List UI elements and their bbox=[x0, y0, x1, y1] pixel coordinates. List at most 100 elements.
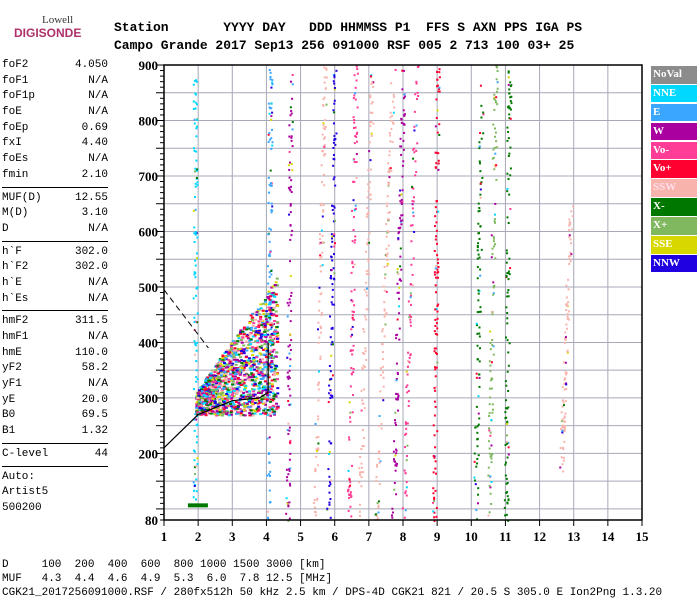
echo-point bbox=[488, 360, 491, 363]
param-label: foEp bbox=[2, 121, 29, 134]
echo-point bbox=[262, 322, 266, 325]
echo-point bbox=[356, 68, 359, 71]
echo-point bbox=[229, 347, 233, 350]
echo-point bbox=[211, 397, 215, 400]
echo-point bbox=[233, 341, 237, 344]
echo-point bbox=[269, 388, 273, 391]
echo-point bbox=[195, 233, 198, 236]
echo-point bbox=[332, 178, 335, 181]
echo-point bbox=[241, 348, 245, 351]
echo-point bbox=[288, 441, 291, 444]
echo-point bbox=[257, 324, 261, 327]
echo-point bbox=[268, 394, 271, 397]
echo-point bbox=[436, 210, 439, 213]
echo-point bbox=[387, 184, 390, 187]
echo-point bbox=[568, 263, 571, 266]
echo-point bbox=[225, 386, 229, 389]
echo-point bbox=[356, 131, 359, 134]
echo-point bbox=[392, 111, 395, 114]
echo-point bbox=[507, 289, 510, 292]
echo-point bbox=[562, 404, 565, 407]
echo-point bbox=[216, 364, 220, 367]
echo-point bbox=[220, 398, 224, 401]
echo-point bbox=[242, 333, 246, 336]
echo-point bbox=[406, 365, 409, 368]
echo-point bbox=[353, 119, 356, 122]
param-label: fmin bbox=[2, 168, 29, 181]
echo-point bbox=[236, 340, 240, 343]
echo-point bbox=[255, 356, 259, 359]
echo-point bbox=[364, 250, 367, 253]
echo-point bbox=[240, 410, 244, 413]
echo-point bbox=[492, 353, 495, 356]
header-values: Campo Grande 2017 Sep13 256 091000 RSF 0… bbox=[114, 38, 575, 53]
echo-point bbox=[475, 322, 478, 325]
x-tick-label: 13 bbox=[567, 529, 581, 544]
echo-point bbox=[560, 411, 563, 414]
echo-point bbox=[371, 111, 374, 114]
echo-point bbox=[412, 200, 415, 203]
echo-point bbox=[476, 311, 479, 314]
echo-point bbox=[253, 368, 257, 371]
echo-point bbox=[323, 81, 326, 84]
echo-point bbox=[196, 397, 200, 400]
echo-point bbox=[209, 385, 213, 388]
echo-point bbox=[251, 335, 255, 338]
echo-point bbox=[438, 68, 441, 71]
echo-point bbox=[351, 393, 354, 396]
echo-point bbox=[266, 437, 269, 440]
echo-point bbox=[495, 96, 498, 99]
echo-point bbox=[254, 331, 258, 334]
echo-point bbox=[253, 410, 257, 413]
echo-point bbox=[330, 237, 333, 240]
echo-point bbox=[200, 407, 204, 410]
echo-point bbox=[355, 153, 358, 156]
param-label: yF2 bbox=[2, 362, 22, 375]
echo-point bbox=[352, 215, 355, 218]
echo-point bbox=[323, 66, 326, 69]
echo-point bbox=[270, 102, 273, 105]
echo-point bbox=[566, 349, 569, 352]
echo-point bbox=[435, 276, 438, 279]
echo-point bbox=[437, 90, 440, 93]
echo-point bbox=[234, 353, 238, 356]
echo-point bbox=[401, 200, 404, 203]
echo-point bbox=[477, 210, 480, 213]
echo-point bbox=[401, 175, 404, 178]
echo-point bbox=[288, 150, 291, 153]
echo-point bbox=[434, 351, 437, 354]
echo-point bbox=[365, 358, 368, 361]
echo-point bbox=[349, 385, 352, 388]
echo-point bbox=[236, 406, 240, 409]
echo-point bbox=[350, 271, 353, 274]
echo-point bbox=[347, 469, 350, 472]
echo-point bbox=[264, 300, 268, 303]
legend-item: W bbox=[651, 122, 697, 141]
echo-point bbox=[503, 506, 506, 509]
echo-point bbox=[409, 303, 412, 306]
echo-point bbox=[211, 392, 215, 395]
echo-point bbox=[244, 340, 248, 343]
echo-point bbox=[269, 307, 273, 310]
echo-point bbox=[226, 355, 230, 358]
echo-point bbox=[289, 348, 292, 351]
echo-point bbox=[351, 325, 354, 328]
echo-point bbox=[238, 348, 242, 351]
echo-point bbox=[508, 257, 511, 260]
echo-point bbox=[506, 339, 509, 342]
echo-point bbox=[209, 379, 213, 382]
echo-point bbox=[229, 410, 233, 413]
echo-point bbox=[348, 493, 351, 496]
echo-point bbox=[496, 81, 499, 84]
echo-point bbox=[477, 242, 480, 245]
echo-point bbox=[260, 340, 264, 343]
echo-point bbox=[332, 234, 335, 237]
echo-point bbox=[267, 297, 271, 300]
echo-point bbox=[412, 157, 415, 160]
echo-point bbox=[258, 317, 262, 320]
echo-point bbox=[391, 140, 394, 143]
echo-point bbox=[437, 152, 440, 155]
echo-point bbox=[259, 358, 263, 361]
echo-point bbox=[251, 358, 255, 361]
echo-point bbox=[266, 474, 269, 477]
